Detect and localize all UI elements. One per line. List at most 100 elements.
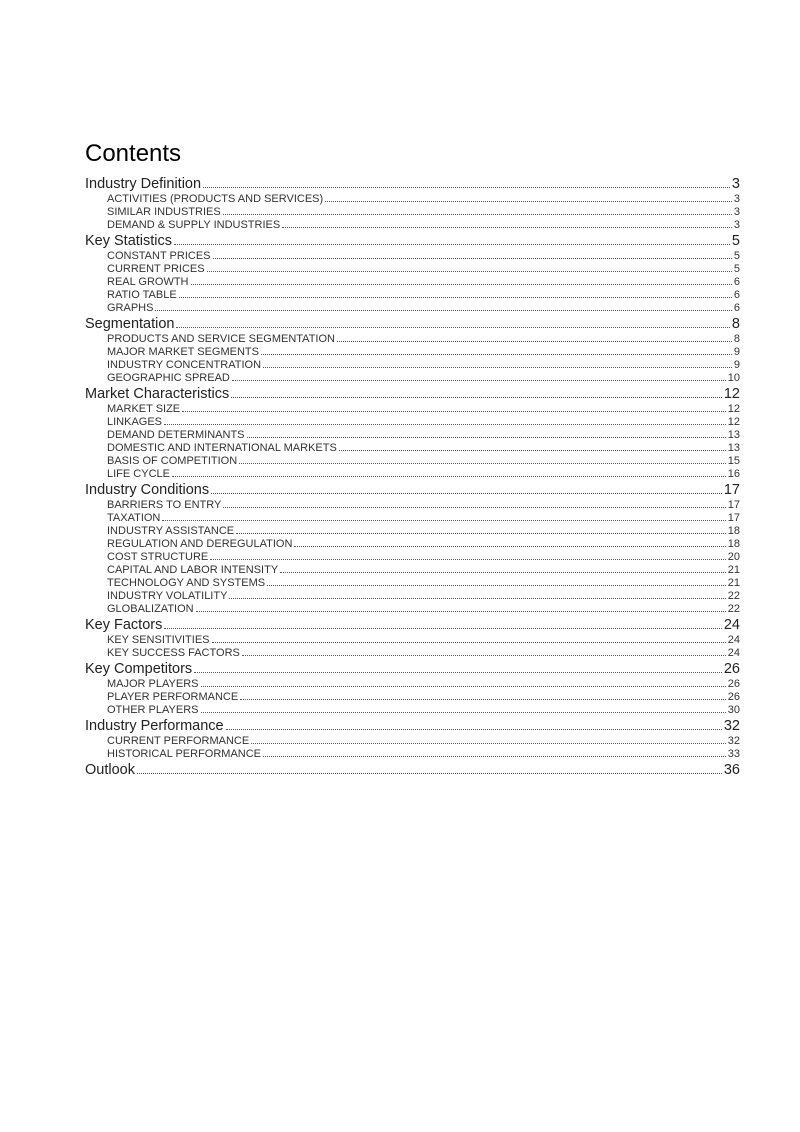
toc-sub-page: 26 [728, 678, 740, 690]
toc-sub[interactable]: LINKAGES 12 [85, 416, 740, 428]
toc-sub[interactable]: KEY SENSITIVITIES 24 [85, 634, 740, 646]
toc-section[interactable]: Outlook 36 [85, 762, 740, 778]
toc-leader-dots [247, 437, 726, 438]
toc-section-label: Market Characteristics [85, 386, 229, 402]
toc-sub-label: MAJOR MARKET SEGMENTS [107, 346, 259, 358]
toc-sub[interactable]: DEMAND DETERMINANTS 13 [85, 429, 740, 441]
toc-section[interactable]: Key Statistics 5 [85, 233, 740, 249]
toc-leader-dots [223, 507, 725, 508]
toc-leader-dots [137, 773, 722, 774]
toc-section-label: Key Factors [85, 617, 162, 633]
toc-section[interactable]: Key Competitors 26 [85, 661, 740, 677]
toc-section[interactable]: Key Factors 24 [85, 617, 740, 633]
toc-leader-dots [229, 598, 725, 599]
toc-leader-dots [242, 655, 726, 656]
toc-leader-dots [325, 201, 732, 202]
toc-sub-page: 16 [728, 468, 740, 480]
toc-section[interactable]: Market Characteristics 12 [85, 386, 740, 402]
toc-leader-dots [339, 450, 726, 451]
toc-sub[interactable]: MAJOR MARKET SEGMENTS 9 [85, 346, 740, 358]
toc-section-page: 17 [724, 482, 740, 498]
toc-sub[interactable]: CONSTANT PRICES 5 [85, 250, 740, 262]
toc-sub[interactable]: TAXATION 17 [85, 512, 740, 524]
toc-sub[interactable]: INDUSTRY CONCENTRATION 9 [85, 359, 740, 371]
page: Contents Industry Definition 3ACTIVITIES… [0, 0, 800, 1132]
toc-sub[interactable]: DEMAND & SUPPLY INDUSTRIES 3 [85, 219, 740, 231]
toc-sub[interactable]: BARRIERS TO ENTRY 17 [85, 499, 740, 511]
toc-leader-dots [337, 341, 732, 342]
toc-sub-page: 18 [728, 525, 740, 537]
toc-sub[interactable]: CURRENT PERFORMANCE 32 [85, 735, 740, 747]
toc-section-page: 8 [732, 316, 740, 332]
toc-sub-label: PRODUCTS AND SERVICE SEGMENTATION [107, 333, 335, 345]
toc-sub-page: 24 [728, 634, 740, 646]
toc-section[interactable]: Industry Performance 32 [85, 718, 740, 734]
toc-sub[interactable]: OTHER PLAYERS 30 [85, 704, 740, 716]
toc-section-page: 36 [724, 762, 740, 778]
toc-sub-page: 33 [728, 748, 740, 760]
toc-sub[interactable]: KEY SUCCESS FACTORS 24 [85, 647, 740, 659]
toc-leader-dots [236, 533, 726, 534]
toc-leader-dots [251, 743, 726, 744]
toc-section[interactable]: Segmentation 8 [85, 316, 740, 332]
toc-sub[interactable]: MAJOR PLAYERS 26 [85, 678, 740, 690]
toc-sub-label: RATIO TABLE [107, 289, 177, 301]
toc-leader-dots [212, 642, 726, 643]
toc-sub[interactable]: LIFE CYCLE 16 [85, 468, 740, 480]
toc-sub-page: 30 [728, 704, 740, 716]
toc-sub[interactable]: DOMESTIC AND INTERNATIONAL MARKETS 13 [85, 442, 740, 454]
toc-sub-page: 5 [734, 250, 740, 262]
toc-sub[interactable]: INDUSTRY ASSISTANCE 18 [85, 525, 740, 537]
toc-leader-dots [162, 520, 725, 521]
toc-sub[interactable]: TECHNOLOGY AND SYSTEMS 21 [85, 577, 740, 589]
toc-section-page: 5 [732, 233, 740, 249]
toc-sub[interactable]: SIMILAR INDUSTRIES 3 [85, 206, 740, 218]
toc-sub-page: 21 [728, 577, 740, 589]
toc-sub-label: INDUSTRY ASSISTANCE [107, 525, 234, 537]
toc-leader-dots [213, 258, 732, 259]
toc-section-page: 32 [724, 718, 740, 734]
toc-leader-dots [179, 297, 732, 298]
toc-section-label: Industry Definition [85, 176, 201, 192]
toc-sub[interactable]: CURRENT PRICES 5 [85, 263, 740, 275]
toc-sub[interactable]: BASIS OF COMPETITION 15 [85, 455, 740, 467]
toc-sub-label: MAJOR PLAYERS [107, 678, 199, 690]
toc-sub[interactable]: GEOGRAPHIC SPREAD 10 [85, 372, 740, 384]
toc-sub-label: HISTORICAL PERFORMANCE [107, 748, 261, 760]
toc-section-page: 12 [724, 386, 740, 402]
toc-sub[interactable]: GRAPHS 6 [85, 302, 740, 314]
toc-leader-dots [194, 672, 722, 673]
toc-sub-page: 8 [734, 333, 740, 345]
toc-sub-page: 18 [728, 538, 740, 550]
toc-sub[interactable]: PRODUCTS AND SERVICE SEGMENTATION 8 [85, 333, 740, 345]
toc-sub[interactable]: HISTORICAL PERFORMANCE 33 [85, 748, 740, 760]
toc-leader-dots [210, 559, 726, 560]
toc-sub[interactable]: ACTIVITIES (PRODUCTS AND SERVICES) 3 [85, 193, 740, 205]
toc-sub-page: 32 [728, 735, 740, 747]
toc-sub-label: TAXATION [107, 512, 160, 524]
toc-sub-page: 17 [728, 499, 740, 511]
toc-leader-dots [196, 611, 726, 612]
toc-sub[interactable]: REGULATION AND DEREGULATION 18 [85, 538, 740, 550]
toc-section-page: 3 [732, 176, 740, 192]
toc-sub-page: 15 [728, 455, 740, 467]
toc-sub[interactable]: GLOBALIZATION 22 [85, 603, 740, 615]
toc-section-page: 26 [724, 661, 740, 677]
toc-sub-label: BARRIERS TO ENTRY [107, 499, 221, 511]
toc-leader-dots [226, 729, 722, 730]
toc-sub-label: KEY SENSITIVITIES [107, 634, 210, 646]
toc-sub[interactable]: REAL GROWTH 6 [85, 276, 740, 288]
toc-leader-dots [223, 214, 732, 215]
toc-sub[interactable]: CAPITAL AND LABOR INTENSITY 21 [85, 564, 740, 576]
toc-sub[interactable]: INDUSTRY VOLATILITY 22 [85, 590, 740, 602]
toc-leader-dots [172, 476, 726, 477]
toc-sub-page: 21 [728, 564, 740, 576]
toc-section-label: Industry Conditions [85, 482, 209, 498]
toc-sub[interactable]: MARKET SIZE 12 [85, 403, 740, 415]
toc-sub[interactable]: COST STRUCTURE 20 [85, 551, 740, 563]
toc-section[interactable]: Industry Conditions 17 [85, 482, 740, 498]
toc-sub[interactable]: RATIO TABLE 6 [85, 289, 740, 301]
toc-sub[interactable]: PLAYER PERFORMANCE 26 [85, 691, 740, 703]
toc-section[interactable]: Industry Definition 3 [85, 176, 740, 192]
page-title: Contents [85, 140, 740, 168]
